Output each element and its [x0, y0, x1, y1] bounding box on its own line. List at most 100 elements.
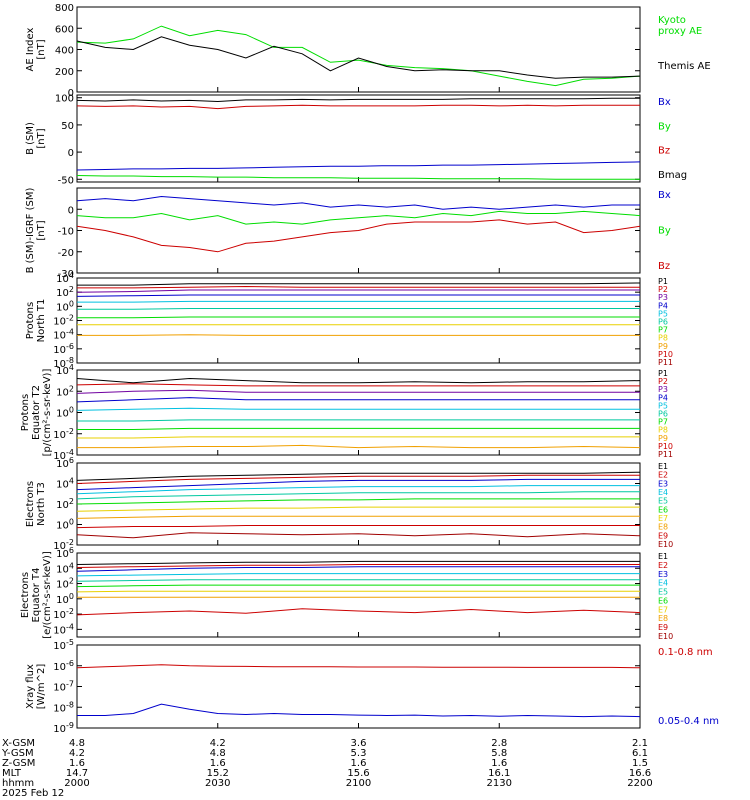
panel-frame — [76, 552, 641, 638]
legend-entry: Bx — [658, 97, 671, 108]
series-line-p5 — [76, 407, 640, 411]
legend-entry: 0.05-0.4 nm — [658, 716, 719, 727]
series-line-e9 — [76, 608, 641, 616]
series-line-e5 — [76, 579, 640, 582]
legend-entry: P8 — [658, 426, 668, 435]
ephemeris-value: 2100 — [346, 778, 371, 789]
ephemeris-table: X-GSMY-GSMZ-GSMMLThhmm4.84.21.614.720004… — [1, 738, 653, 799]
ephemeris-value: 2130 — [487, 778, 512, 789]
y-tick-label: 10-4 — [53, 448, 74, 462]
series-line-e2 — [76, 564, 640, 568]
y-tick-label: 10-4 — [53, 622, 74, 636]
series-line-e5 — [76, 491, 640, 500]
y-tick-label: 10-5 — [53, 638, 74, 652]
ephemeris-row-label: Y-GSM — [1, 748, 34, 759]
legend-entry: E2 — [658, 561, 668, 570]
date-label: 2025 Feb 12 — [2, 788, 64, 799]
series-line-p4 — [76, 397, 640, 403]
legend-entry: P1 — [658, 277, 668, 286]
ephemeris-value: 2.1 — [632, 738, 648, 749]
ephemeris-value: 1.5 — [632, 758, 648, 769]
ephemeris-value: 4.2 — [210, 738, 226, 749]
legend-entry: E3 — [658, 570, 668, 579]
legend-entry: E7 — [658, 514, 668, 523]
series-line-p3 — [76, 389, 640, 394]
legend-entry: P4 — [658, 393, 668, 402]
legend-entry: E1 — [658, 552, 668, 561]
panel-frame — [76, 6, 641, 93]
series-line-themis-ae — [76, 36, 641, 79]
y-tick-label: 100 — [56, 518, 74, 532]
series-line-p6 — [77, 419, 640, 422]
y-tick-label: 10-4 — [53, 328, 74, 342]
series-line-bz — [76, 104, 640, 110]
series-line-e4 — [76, 573, 640, 577]
y-tick-label: 102 — [56, 384, 74, 398]
series-line-p2 — [77, 285, 640, 289]
ephemeris-value: 4.2 — [69, 748, 85, 759]
legend-entry: P7 — [658, 326, 668, 335]
y-tick-label: 100 — [56, 406, 74, 420]
y-tick-label: -20 — [58, 248, 74, 259]
ephemeris-row-label: Z-GSM — [2, 758, 35, 769]
ephemeris-value: 4.8 — [69, 738, 85, 749]
y-tick-label: 400 — [55, 46, 74, 57]
y-axis-label: ProtonsEquator T2[p/(cm²-s-sr-keV)] — [20, 369, 53, 457]
series-line-e2 — [76, 474, 640, 484]
series-line-e1 — [76, 471, 641, 481]
series-line-e6 — [76, 584, 640, 588]
legend-entry: Themis AE — [657, 61, 711, 72]
y-tick-label: -50 — [58, 175, 74, 186]
y-tick-label: 104 — [56, 363, 74, 377]
y-axis-label: Xray flux[W/m^2] — [25, 664, 47, 710]
series-line-e3 — [76, 478, 640, 491]
legend-entry: Bz — [658, 146, 670, 157]
y-tick-label: 106 — [56, 456, 74, 470]
ephemeris-value: 6.1 — [632, 748, 648, 759]
y-tick-label: 104 — [56, 561, 74, 575]
series-line-e8 — [76, 515, 640, 519]
y-axis-label: B (SM)-IGRF (SM)[nT] — [25, 188, 47, 274]
legend-entry: Bx — [658, 190, 671, 201]
legend-entry: E10 — [658, 632, 673, 641]
legend-entry: Bmag — [658, 170, 687, 181]
legend-entry: P9 — [658, 434, 668, 443]
legend-entry: E5 — [658, 497, 668, 506]
y-axis-label: B (SM)[nT] — [25, 122, 47, 155]
y-tick-label: 600 — [55, 24, 74, 35]
legend-entry: E5 — [658, 588, 668, 597]
series-line-p3 — [76, 289, 640, 293]
series-line-p2 — [76, 383, 640, 387]
y-tick-label: 102 — [56, 285, 74, 299]
ephemeris-value: 5.8 — [491, 748, 507, 759]
y-tick-label: 10-8 — [53, 700, 74, 714]
series-line-e6 — [76, 498, 640, 505]
y-tick-label: 100 — [56, 299, 74, 313]
y-tick-label: 10-8 — [53, 356, 74, 370]
series-line-p1 — [77, 282, 641, 286]
series-line-p6 — [77, 308, 640, 310]
panel-8: 10-9 10-8 10-7 10-6 10-5 Xray flux[W/m^2] 0.1-… — [25, 638, 719, 735]
y-tick-label: 10-2 — [53, 607, 74, 621]
series-line-e7 — [76, 590, 640, 593]
series-line-p4 — [76, 294, 640, 297]
series-line-bz — [76, 219, 641, 253]
series-line-0-05-0-4-nm — [77, 703, 641, 718]
legend-entry: P3 — [658, 293, 668, 302]
ephemeris-value: 2030 — [205, 778, 230, 789]
series-line-p7 — [77, 316, 640, 319]
series-line-by — [76, 175, 640, 180]
legend-entry: E4 — [658, 488, 668, 497]
ephemeris-row-label: X-GSM — [2, 738, 35, 749]
panel-2: -50 0 50 100 B (SM)[nT] Bx By Bz Bmag — [25, 94, 687, 187]
ephemeris-value: 1.6 — [491, 758, 507, 769]
ephemeris-value: 16.6 — [629, 768, 651, 779]
series-line-p8 — [77, 436, 640, 439]
legend-entry: P4 — [658, 301, 668, 310]
legend-entry: E7 — [658, 605, 668, 614]
legend-entry: E6 — [658, 505, 668, 514]
legend-entry: P1 — [658, 369, 668, 378]
series-line-e7 — [76, 506, 640, 512]
y-tick-label: 0 — [68, 148, 74, 159]
